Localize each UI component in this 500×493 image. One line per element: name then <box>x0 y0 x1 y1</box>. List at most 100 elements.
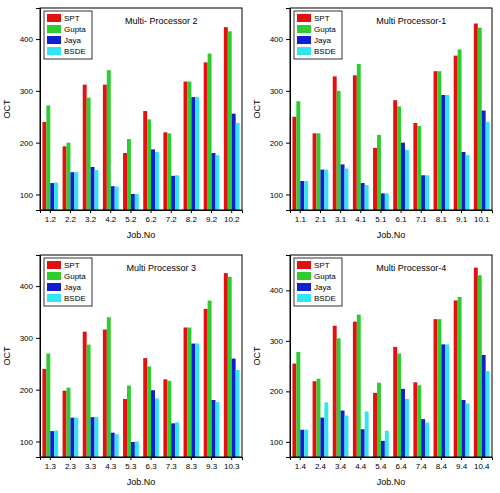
bar <box>42 122 46 210</box>
chart-title: Multi Processor 3 <box>126 263 196 273</box>
bar <box>353 75 357 210</box>
y-axis-line <box>286 256 291 458</box>
y-tick-label: 200 <box>20 139 34 148</box>
x-tick-label: 6.1 <box>396 215 408 224</box>
bar <box>304 430 308 457</box>
bar <box>103 85 107 210</box>
y-tick-mark <box>286 391 290 392</box>
figure: 1002003004001.22.23.24.25.26.27.28.29.21… <box>0 0 500 493</box>
x-tick-mark <box>401 457 402 460</box>
bar <box>228 31 232 210</box>
x-tick-mark <box>380 457 381 460</box>
bar <box>324 402 328 457</box>
x-tick-label: 3.3 <box>85 462 97 471</box>
bar <box>70 172 74 210</box>
x-tick-label: 7.3 <box>166 462 178 471</box>
legend: SPTGuptaJayaBSDE <box>44 258 92 306</box>
legend-swatch <box>297 14 311 22</box>
bar <box>401 143 405 210</box>
y-axis-label: OCT <box>2 99 12 119</box>
bar <box>434 71 438 210</box>
legend-swatch <box>47 36 61 44</box>
chart-title: Multi Processor-1 <box>376 16 446 26</box>
y-tick-label: 200 <box>270 139 284 148</box>
y-tick: 200 <box>20 386 40 395</box>
y-tick-label: 400 <box>20 35 34 44</box>
bar <box>91 417 95 457</box>
x-tick-mark <box>231 210 232 213</box>
x-axis: 1.32.33.34.35.36.37.38.39.310.3 <box>41 457 243 471</box>
x-tick: 10.2 <box>224 210 240 224</box>
x-axis-line <box>291 211 493 214</box>
y-tick-mark <box>286 143 290 144</box>
x-axis: 1.42.43.44.45.46.47.48.49.410.4 <box>291 457 493 471</box>
bar <box>46 105 50 210</box>
x-tick-mark <box>300 210 301 213</box>
x-tick: 4.4 <box>355 457 367 471</box>
x-tick-label: 8.1 <box>436 215 448 224</box>
x-axis-line <box>291 458 493 461</box>
bar <box>131 442 135 457</box>
x-tick: 5.4 <box>375 457 387 471</box>
legend-box <box>294 258 342 306</box>
x-tick-mark <box>421 457 422 460</box>
bar <box>70 418 74 457</box>
x-tick-mark <box>461 457 462 460</box>
bar <box>381 193 385 210</box>
y-tick-mark <box>36 91 40 92</box>
bar <box>421 175 425 210</box>
bar <box>195 344 199 457</box>
x-tick: 8.3 <box>186 457 198 471</box>
y-tick-mark <box>286 39 290 40</box>
bar <box>50 183 54 210</box>
y-tick-label: 300 <box>20 334 34 343</box>
bar <box>421 419 425 457</box>
y-tick-label: 100 <box>270 438 284 447</box>
x-tick-label: 6.2 <box>146 215 158 224</box>
y-axis-line <box>36 256 41 458</box>
legend-label: BSDE <box>314 47 336 56</box>
panel: 1002003004001.42.43.44.45.46.47.48.49.41… <box>252 255 493 487</box>
x-tick-label: 9.2 <box>206 215 218 224</box>
bar <box>361 429 365 457</box>
bar <box>353 322 357 457</box>
bar <box>341 411 345 457</box>
bar <box>115 187 119 210</box>
bar <box>486 122 490 210</box>
legend-swatch <box>47 25 61 33</box>
x-tick-label: 4.1 <box>355 215 367 224</box>
bar <box>357 315 361 457</box>
bar <box>486 371 490 457</box>
x-axis: 1.22.23.24.25.26.27.28.29.210.2 <box>41 210 243 224</box>
x-tick-label: 9.4 <box>456 462 468 471</box>
legend: SPTGuptaJayaBSDE <box>294 11 342 59</box>
legend-swatch <box>297 25 311 33</box>
x-tick: 2.1 <box>315 210 327 224</box>
x-tick-label: 6.3 <box>146 462 158 471</box>
x-tick-label: 2.1 <box>315 215 327 224</box>
bar <box>413 123 417 210</box>
x-tick: 1.1 <box>295 210 307 224</box>
x-tick-label: 4.2 <box>105 215 117 224</box>
bar <box>91 167 95 210</box>
bar <box>175 175 179 210</box>
x-tick-mark <box>300 457 301 460</box>
legend: SPTGuptaJayaBSDE <box>44 11 92 59</box>
y-axis-line <box>36 9 41 211</box>
bar <box>365 185 369 210</box>
bar <box>175 422 179 457</box>
x-tick: 2.4 <box>315 457 327 471</box>
bar <box>184 82 188 210</box>
x-tick-mark <box>320 457 321 460</box>
x-tick: 3.1 <box>335 210 347 224</box>
x-axis-label: Job.No <box>127 230 156 240</box>
legend-swatch <box>297 272 311 280</box>
y-tick-mark <box>286 442 290 443</box>
bar <box>377 135 381 210</box>
bar <box>300 430 304 457</box>
x-tick: 7.2 <box>166 210 178 224</box>
bar <box>341 164 345 210</box>
x-tick-mark <box>231 457 232 460</box>
bar <box>425 175 429 210</box>
bar <box>87 345 91 457</box>
